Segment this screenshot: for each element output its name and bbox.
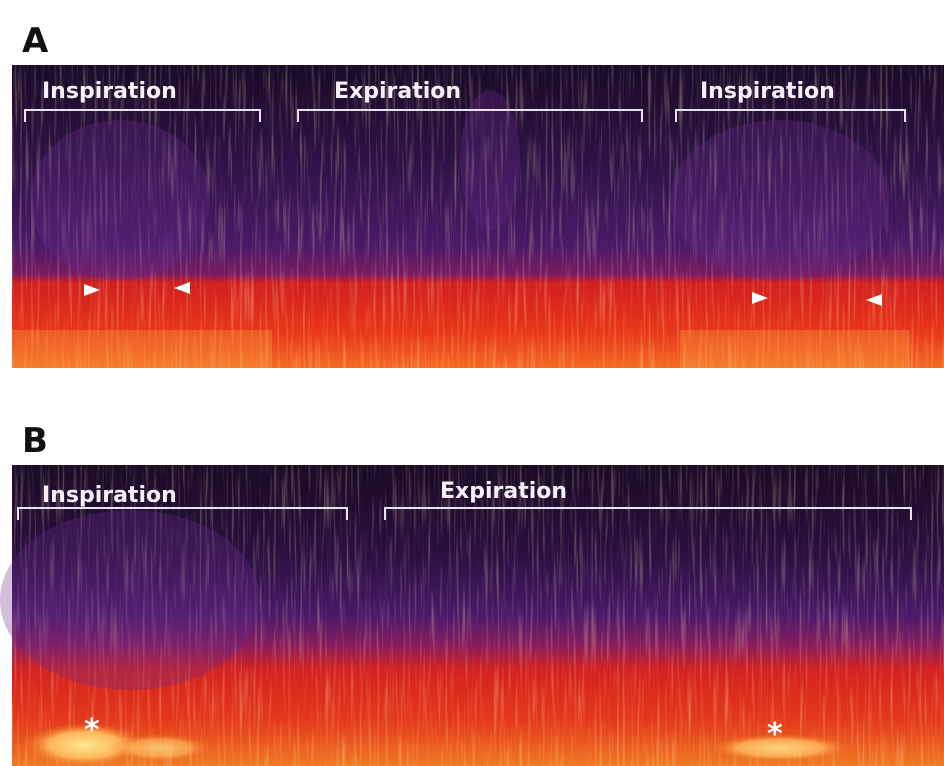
asterisk: * xyxy=(767,717,783,752)
phase-label: Inspiration xyxy=(42,483,177,508)
panel-label: B xyxy=(22,421,48,461)
phase-label: Expiration xyxy=(440,479,567,504)
asterisk: * xyxy=(84,713,100,748)
spectrogram xyxy=(0,465,944,766)
phase-label: Inspiration xyxy=(42,79,177,104)
figure: A Inspiration Expiration Inspiration B I… xyxy=(0,0,944,766)
phase-label: Inspiration xyxy=(700,79,835,104)
panel-label: A xyxy=(22,21,49,61)
phase-label: Expiration xyxy=(334,79,461,104)
